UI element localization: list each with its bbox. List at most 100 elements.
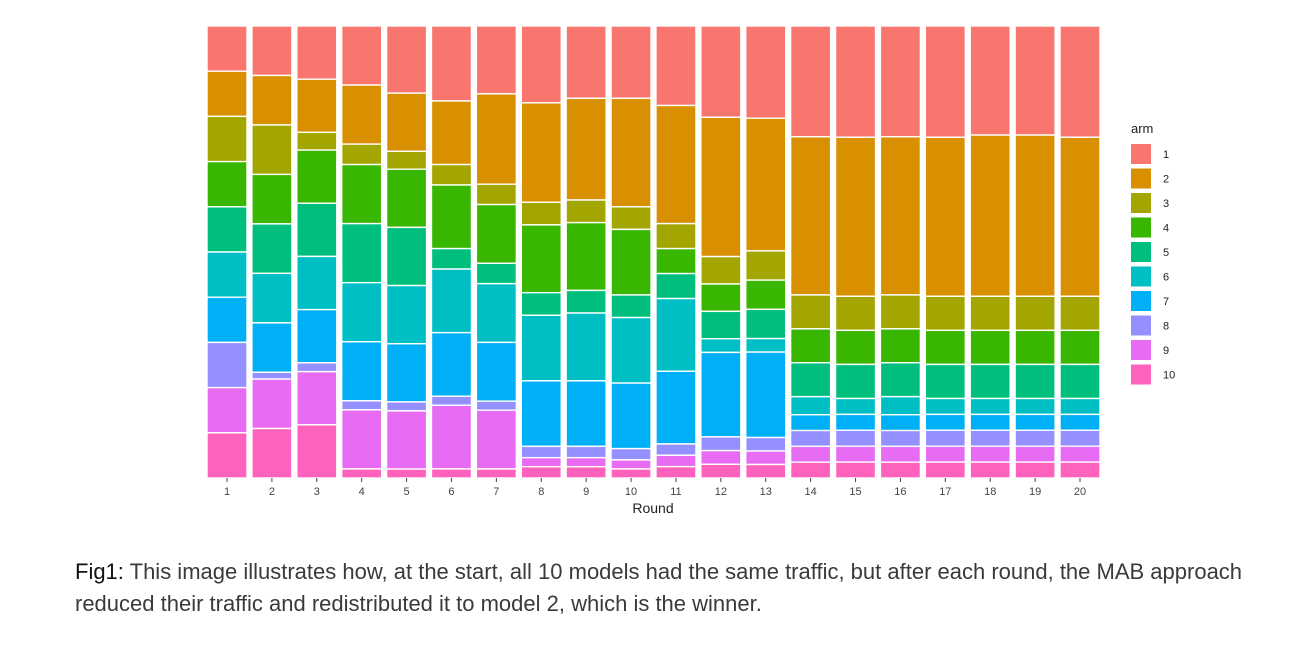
bar-segment-round-4-arm-2: [340, 84, 383, 145]
bar-segment-round-7-arm-2: [475, 93, 518, 185]
bar-segment-round-2-arm-10: [251, 427, 293, 479]
bar-segment-round-19-arm-1: [1014, 25, 1056, 136]
bar-segment-round-8-arm-2: [520, 102, 562, 203]
bar-segment-round-4-arm-6: [340, 281, 383, 343]
x-tick-label: 12: [715, 486, 727, 498]
bar-segment-round-18-arm-5: [969, 363, 1011, 400]
bar-segment-round-1-arm-8: [206, 341, 248, 389]
bar-segment-round-10-arm-4: [610, 228, 652, 296]
bar-segment-round-11-arm-9: [655, 454, 697, 468]
bar-segment-round-1-arm-9: [206, 386, 248, 434]
bar-segment-round-12-arm-5: [700, 310, 742, 340]
bar-segment-round-15-arm-10: [834, 461, 877, 479]
bar-segment-round-5-arm-2: [385, 92, 428, 153]
legend-key-arm-1: [1131, 144, 1151, 164]
bar-segment-round-2-arm-4: [251, 173, 293, 225]
bar-segment-round-12-arm-9: [700, 449, 742, 466]
legend-label-arm-2: 2: [1163, 174, 1169, 186]
bar-segment-round-10-arm-6: [610, 316, 652, 384]
bar-segment-round-19-arm-5: [1014, 363, 1056, 400]
bar-segment-round-17-arm-8: [924, 429, 967, 447]
bar-segment-round-19-arm-7: [1014, 413, 1056, 431]
bar-segment-round-8-arm-6: [520, 314, 562, 382]
bar-segment-round-16-arm-4: [879, 328, 922, 364]
bar-segment-round-14-arm-9: [789, 445, 832, 463]
bar-segment-round-20-arm-2: [1059, 136, 1101, 297]
bar-segment-round-6-arm-7: [430, 331, 473, 397]
bar-segment-round-15-arm-3: [834, 295, 877, 332]
x-tick-label: 16: [894, 486, 906, 498]
bar-segment-round-6-arm-6: [430, 268, 473, 334]
x-tick-label: 2: [269, 486, 275, 498]
x-tick-label: 13: [760, 486, 772, 498]
bar-segment-round-13-arm-6: [745, 337, 787, 353]
x-tick-label: 17: [939, 486, 951, 498]
bar-segment-round-14-arm-8: [789, 429, 832, 448]
bar-segment-round-19-arm-4: [1014, 329, 1056, 366]
bar-segment-round-5-arm-7: [385, 343, 428, 403]
bar-segment-round-12-arm-8: [700, 436, 742, 452]
x-tick-label: 14: [805, 486, 817, 498]
legend-key-arm-6: [1131, 266, 1151, 287]
legend-key-arm-10: [1131, 364, 1151, 385]
legend-key-arm-5: [1131, 242, 1151, 262]
bar-segment-round-3-arm-8: [296, 362, 338, 373]
bar-segment-round-1-arm-10: [206, 432, 248, 479]
bar-segment-round-16-arm-1: [879, 25, 922, 138]
bar-segment-round-20-arm-10: [1059, 461, 1101, 479]
bar-segment-round-8-arm-1: [520, 25, 562, 104]
bar-segment-round-12-arm-3: [700, 255, 742, 285]
bar-segment-round-7-arm-1: [475, 25, 518, 95]
bar-segment-round-4-arm-4: [340, 163, 383, 225]
bar-segment-round-8-arm-9: [520, 456, 562, 468]
legend-key-arm-7: [1131, 291, 1151, 311]
bar-segment-round-20-arm-7: [1059, 413, 1101, 431]
bar-segment-round-18-arm-10: [969, 461, 1011, 479]
bar-segment-round-1-arm-5: [206, 206, 248, 253]
bar-segment-round-16-arm-9: [879, 445, 922, 463]
bar-segment-round-8-arm-7: [520, 380, 562, 448]
bar-segment-round-20-arm-8: [1059, 429, 1101, 447]
bar-segment-round-11-arm-8: [655, 443, 697, 456]
bar-segment-round-11-arm-10: [655, 465, 697, 479]
bar-segment-round-16-arm-7: [879, 414, 922, 432]
x-tick-label: 4: [359, 486, 365, 498]
bar-segment-round-5-arm-6: [385, 284, 428, 345]
bar-segment-round-1-arm-6: [206, 251, 248, 298]
x-tick-label: 3: [314, 486, 320, 498]
bar-segment-round-10-arm-1: [610, 25, 652, 100]
bar-segment-round-7-arm-8: [475, 400, 518, 411]
bar-segment-round-11-arm-5: [655, 272, 697, 300]
x-tick-label: 19: [1029, 486, 1041, 498]
bar-segment-round-9-arm-10: [565, 466, 607, 479]
bar-segment-round-13-arm-1: [745, 25, 787, 119]
caption-label: Fig1:: [75, 559, 124, 584]
bar-segment-round-14-arm-10: [789, 461, 832, 479]
bar-segment-round-17-arm-9: [924, 445, 967, 463]
x-tick-label: 5: [404, 486, 410, 498]
bar-segment-round-13-arm-7: [745, 351, 787, 439]
legend-label-arm-3: 3: [1163, 198, 1169, 210]
legend-label-arm-1: 1: [1163, 149, 1169, 161]
bar-segment-round-19-arm-10: [1014, 461, 1056, 479]
bar-segment-round-17-arm-7: [924, 413, 967, 431]
bar-segment-round-1-arm-7: [206, 296, 248, 344]
bar-segment-round-2-arm-2: [251, 74, 293, 126]
bar-segment-round-6-arm-1: [430, 25, 473, 102]
bar-segment-round-11-arm-6: [655, 297, 697, 372]
bar-segment-round-11-arm-4: [655, 247, 697, 275]
bar-segment-round-8-arm-8: [520, 445, 562, 459]
legend-label-arm-4: 4: [1163, 223, 1169, 235]
bar-segment-round-10-arm-3: [610, 206, 652, 231]
bar-segment-round-7-arm-6: [475, 282, 518, 344]
bar-segment-round-5-arm-1: [385, 25, 428, 94]
x-tick-label: 18: [984, 486, 996, 498]
x-tick-labels: 1 2 3 4 5 6 7 8 9 10 11 12 13 14 15 16 17 18 19 20: [224, 478, 1086, 498]
bar-segment-round-2-arm-6: [251, 272, 293, 324]
bar-segment-round-12-arm-2: [700, 116, 742, 258]
bar-segment-round-2-arm-1: [251, 25, 293, 77]
bar-segment-round-6-arm-8: [430, 395, 473, 407]
bar-segment-round-13-arm-2: [745, 117, 787, 252]
bar-segment-round-7-arm-7: [475, 341, 518, 402]
bar-segment-round-4-arm-3: [340, 143, 383, 166]
